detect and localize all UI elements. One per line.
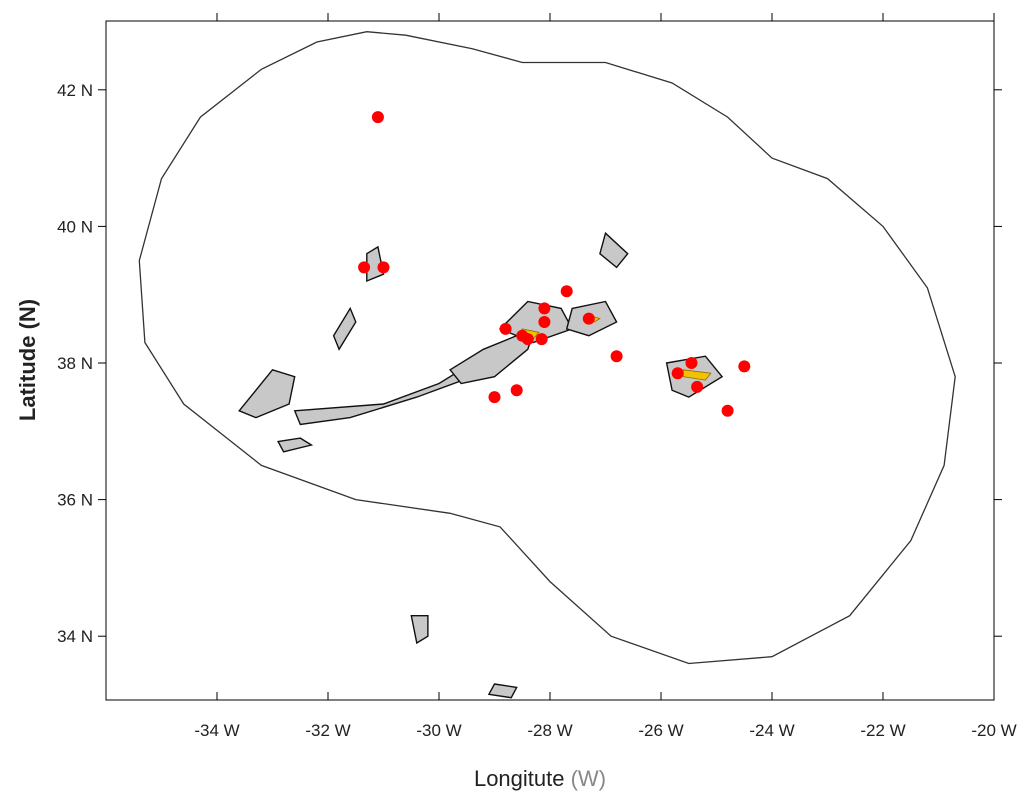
y-tick-label: 40 N [57, 217, 93, 236]
x-axis-title-name: Longitute [474, 766, 565, 791]
observation-point [560, 285, 573, 298]
observation-points [358, 111, 751, 417]
plot-area [105, 20, 995, 701]
x-axis-ticks: -34 W -32 W -30 W -28 W -26 W -24 W -22 W -20 W [194, 13, 1017, 740]
x-axis-title-unit: (W) [571, 766, 606, 791]
observation-point [721, 404, 734, 417]
x-tick-label: -24 W [749, 721, 794, 740]
observation-point [521, 333, 534, 346]
observation-point [538, 302, 551, 315]
x-tick-label: -30 W [416, 721, 461, 740]
x-tick-label: -26 W [638, 721, 683, 740]
x-tick-label: -28 W [527, 721, 572, 740]
observation-point [358, 261, 371, 274]
x-tick-label: -22 W [860, 721, 905, 740]
feature-area-1 [238, 368, 296, 419]
x-tick-label: -34 W [194, 721, 239, 740]
feature-area-2 [277, 437, 314, 453]
feature-area-12 [599, 231, 629, 269]
y-axis-title: Latitude (N) [15, 299, 40, 421]
observation-point [685, 357, 698, 369]
x-axis-title: Longitute (W) [474, 766, 606, 791]
observation-point [610, 350, 623, 363]
x-tick-label: -32 W [305, 721, 350, 740]
observation-point [377, 261, 390, 274]
boundary-outline [138, 31, 956, 665]
y-tick-label: 38 N [57, 354, 93, 373]
y-tick-label: 36 N [57, 491, 93, 510]
observation-point [738, 360, 751, 373]
observation-point [535, 333, 548, 346]
observation-point [499, 322, 512, 335]
observation-point [371, 111, 384, 124]
observation-point [538, 316, 551, 328]
observation-point [691, 380, 704, 393]
observation-point [582, 312, 595, 325]
y-axis-ticks: 34 N 36 N 38 N 40 N 42 N [57, 81, 1002, 646]
feature-area-9 [332, 306, 357, 351]
observation-point [510, 384, 523, 397]
feature-area-10 [487, 683, 518, 699]
y-tick-label: 42 N [57, 81, 93, 100]
y-tick-label: 34 N [57, 627, 93, 646]
observation-point [488, 391, 501, 404]
x-tick-label: -20 W [971, 721, 1016, 740]
observation-point [671, 367, 684, 380]
feature-area-11 [410, 615, 429, 645]
